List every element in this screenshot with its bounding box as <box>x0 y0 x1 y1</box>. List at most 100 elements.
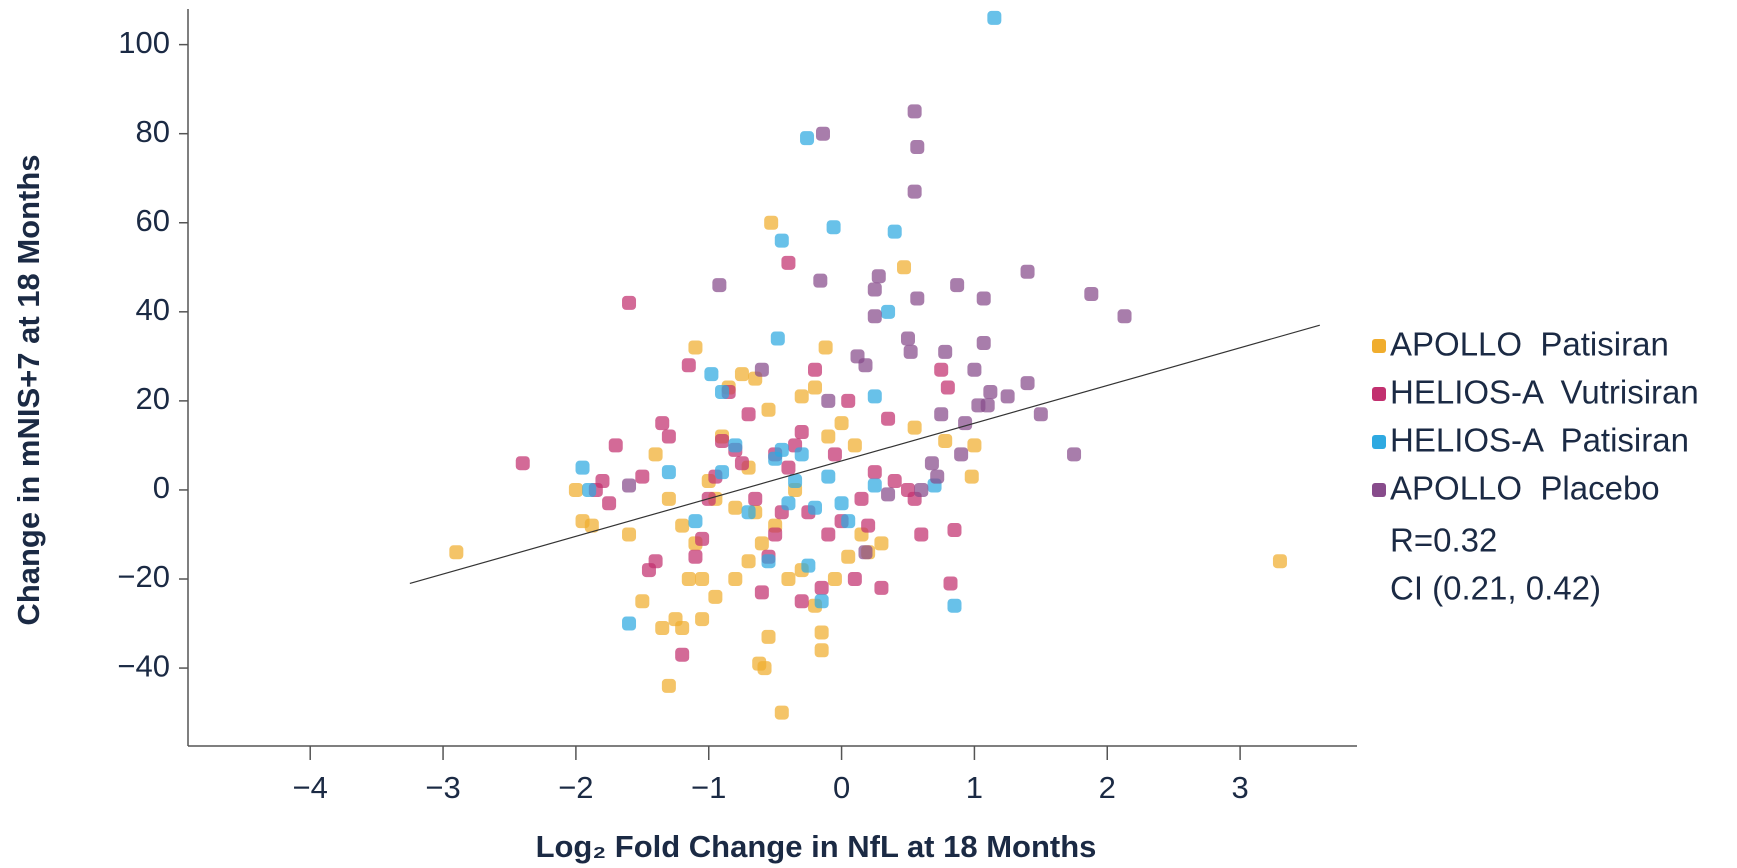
point <box>695 531 710 546</box>
point <box>635 469 650 484</box>
point <box>1067 447 1082 462</box>
point <box>648 447 663 462</box>
point <box>858 545 873 560</box>
point <box>1000 389 1015 404</box>
point <box>841 549 856 564</box>
point <box>1084 287 1099 302</box>
point <box>907 420 922 435</box>
point <box>964 469 979 484</box>
point <box>794 389 809 404</box>
x-tick-label: 1 <box>966 770 983 805</box>
point <box>914 482 929 497</box>
point <box>950 278 965 293</box>
point <box>695 572 710 587</box>
point <box>622 527 637 542</box>
y-tick-label: 0 <box>153 470 170 505</box>
point <box>826 220 841 235</box>
legend-swatch <box>1372 483 1386 497</box>
point <box>582 482 597 497</box>
y-tick-label: 100 <box>118 25 170 60</box>
point <box>715 433 730 448</box>
legend-swatch <box>1372 435 1386 449</box>
point <box>814 625 829 640</box>
point <box>712 278 727 293</box>
point <box>847 572 862 587</box>
legend-label: APOLLO Patisiran <box>1390 326 1669 363</box>
point <box>887 474 902 489</box>
point <box>695 612 710 627</box>
point <box>841 393 856 408</box>
point <box>715 384 730 399</box>
point <box>741 505 756 520</box>
point <box>754 536 769 551</box>
point <box>801 558 816 573</box>
point <box>602 496 617 511</box>
point <box>897 260 912 275</box>
point <box>768 527 783 542</box>
point <box>794 425 809 440</box>
point <box>814 643 829 658</box>
point <box>971 398 986 413</box>
point <box>867 282 882 297</box>
point <box>788 474 803 489</box>
point <box>681 358 696 373</box>
y-tick-label: 40 <box>136 292 170 327</box>
point <box>874 536 889 551</box>
point <box>976 291 991 306</box>
point <box>987 10 1002 25</box>
point <box>681 572 696 587</box>
point <box>584 518 599 533</box>
legend-label: APOLLO Placebo <box>1390 470 1660 507</box>
point <box>734 456 749 471</box>
point <box>715 465 730 480</box>
point <box>728 572 743 587</box>
point <box>867 478 882 493</box>
point <box>976 335 991 350</box>
point <box>940 380 955 395</box>
point <box>794 594 809 609</box>
point <box>938 433 953 448</box>
point <box>821 429 836 444</box>
point <box>622 478 637 493</box>
point <box>858 358 873 373</box>
point <box>934 407 949 422</box>
point <box>741 407 756 422</box>
point <box>774 705 789 720</box>
legend-swatch <box>1372 387 1386 401</box>
point <box>818 340 833 355</box>
annotation: CI (0.21, 0.42) <box>1390 570 1601 607</box>
fit-line <box>409 324 1320 585</box>
point <box>910 291 925 306</box>
point <box>608 438 623 453</box>
point <box>1020 376 1035 391</box>
point <box>794 447 809 462</box>
point <box>924 456 939 471</box>
point <box>449 545 464 560</box>
point <box>821 393 836 408</box>
point <box>622 616 637 631</box>
y-tick-label: 20 <box>136 381 170 416</box>
point <box>934 362 949 377</box>
point <box>774 442 789 457</box>
point <box>734 367 749 382</box>
point <box>641 563 656 578</box>
point <box>943 576 958 591</box>
x-tick-label: −2 <box>558 770 593 805</box>
x-axis-title: Log₂ Fold Change in NfL at 18 Months <box>536 829 1097 864</box>
point <box>661 491 676 506</box>
point <box>903 344 918 359</box>
point <box>761 402 776 417</box>
point <box>983 384 998 399</box>
point <box>728 438 743 453</box>
point <box>568 482 583 497</box>
point <box>800 131 815 146</box>
point <box>622 295 637 310</box>
point <box>947 523 962 538</box>
point <box>930 469 945 484</box>
point <box>861 518 876 533</box>
point <box>708 589 723 604</box>
point <box>907 104 922 119</box>
point <box>827 572 842 587</box>
x-tick-label: −1 <box>691 770 726 805</box>
